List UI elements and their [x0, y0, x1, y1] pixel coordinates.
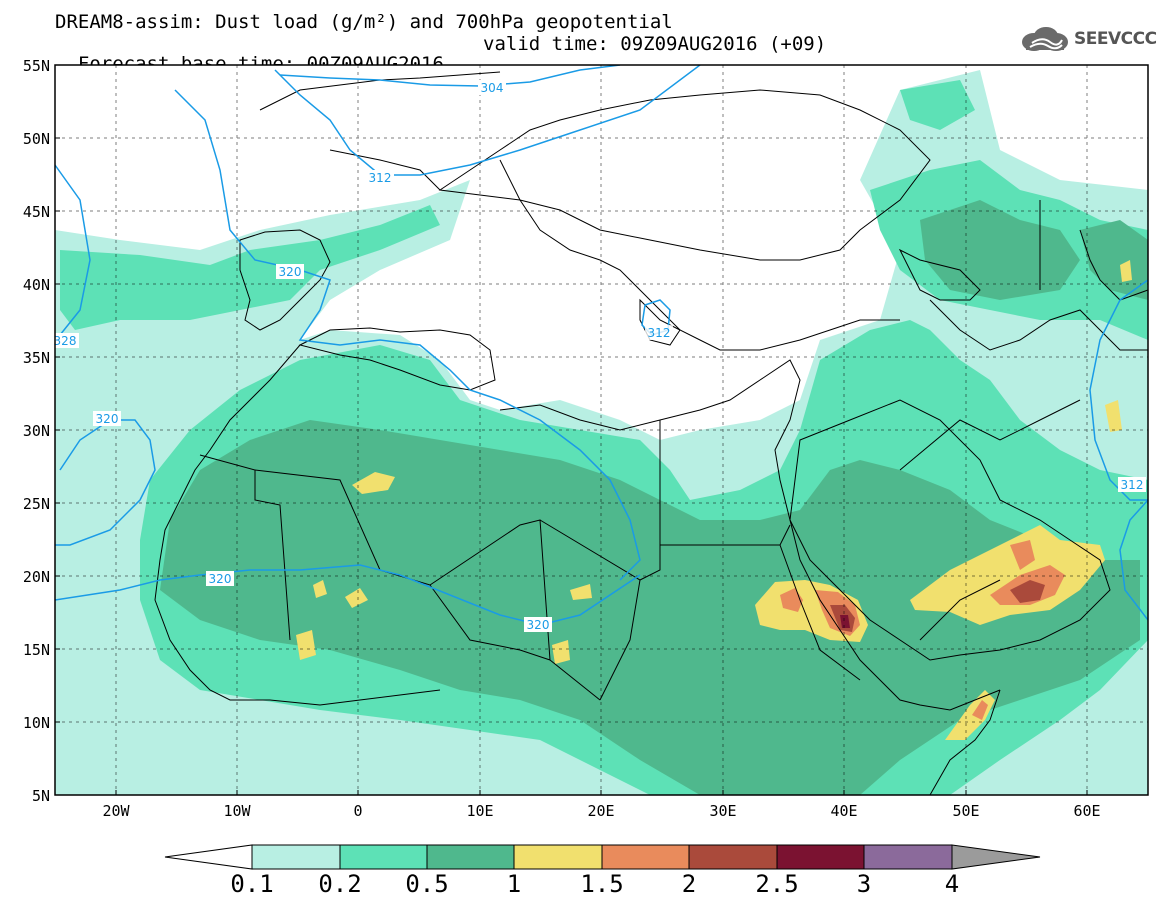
lon-label: 20E [587, 802, 615, 820]
map-title: DREAM8-assim: Dust load (g/m²) and 700hP… [55, 11, 673, 33]
colorbar-box-4 [513, 844, 603, 870]
lon-label: 10E [466, 802, 494, 820]
dust-area-light-2 [55, 350, 150, 560]
colorbar-box-6 [688, 844, 778, 870]
logo-text: SEEVCCC [1074, 29, 1157, 49]
colorbar-label: 1.5 [580, 870, 624, 898]
contour-label-312-b: 312 [648, 326, 671, 340]
dust-orange-3 [1010, 540, 1035, 570]
contour-label-320-b: 320 [96, 412, 119, 426]
contour-label-320-a: 320 [279, 265, 302, 279]
lon-label: 40E [830, 802, 858, 820]
contour-label-312-c: 312 [1121, 478, 1144, 492]
lat-label: 40N [22, 276, 50, 294]
lat-label: 30N [22, 422, 50, 440]
dust-shading [55, 65, 1148, 795]
lat-label: 50N [22, 130, 50, 148]
dust-orange-1 [780, 588, 803, 612]
lat-label: 5N [31, 787, 50, 805]
colorbar-label: 0.1 [230, 870, 274, 898]
dust-area-mid-1 [60, 205, 440, 330]
dust-yellow-5 [570, 584, 592, 600]
colorbar-label: 0.5 [405, 870, 449, 898]
colorbar-low-arrow [164, 844, 253, 870]
contour-label-328: 328 [54, 334, 77, 348]
dust-orange-5 [972, 700, 988, 720]
dust-area-dark-1 [160, 420, 1140, 795]
colorbar [164, 844, 1041, 870]
dust-yellow-8 [910, 525, 1105, 625]
lon-label: 60E [1073, 802, 1101, 820]
colorbar-box-2 [339, 844, 428, 870]
colorbar-label: 1 [506, 870, 522, 898]
lat-label: 15N [22, 641, 50, 659]
lat-label: 20N [22, 568, 50, 586]
lon-label: 50E [952, 802, 980, 820]
dust-yellow-6 [552, 640, 570, 664]
lat-label: 55N [22, 57, 50, 75]
lat-label: 35N [22, 349, 50, 367]
lat-label: 10N [22, 714, 50, 732]
colorbar-box-1 [251, 844, 341, 870]
contour-label-320-d: 320 [527, 618, 550, 632]
colorbar-label: 2.5 [755, 870, 799, 898]
lon-label: 10W [223, 802, 251, 820]
dust-yellow-2 [313, 580, 327, 598]
dust-yellow-10 [1105, 400, 1122, 432]
dust-yellow-3 [345, 588, 368, 608]
dust-red-2 [1010, 580, 1045, 603]
dust-yellow-1 [352, 472, 395, 494]
contour-labels: 304 312 320 320 328 320 320 312 312 [54, 80, 1146, 632]
cloud-icon [1022, 27, 1068, 51]
colorbar-box-8 [863, 844, 953, 870]
contour-label-320-c: 320 [209, 572, 232, 586]
colorbar-label: 3 [856, 870, 872, 898]
lon-label: 20W [102, 802, 130, 820]
dust-yellow-4 [296, 630, 316, 660]
seevccc-logo: SEEVCCC [1018, 26, 1157, 52]
lon-label: 30E [709, 802, 737, 820]
contour-label-304: 304 [481, 81, 504, 95]
colorbar-box-3 [426, 844, 515, 870]
lon-label: 0 [353, 802, 363, 820]
colorbar-box-7 [776, 844, 865, 870]
valid-time: valid time: 09Z09AUG2016 (+09) [483, 33, 827, 55]
dust-yellow-11 [1120, 260, 1132, 282]
contour-label-312-a: 312 [369, 171, 392, 185]
colorbar-label: 0.2 [318, 870, 362, 898]
dust-maroon-1 [840, 615, 850, 628]
tick-marks [55, 137, 1088, 795]
dust-area-mid-4 [900, 80, 975, 130]
colorbar-label: 4 [944, 870, 960, 898]
lat-label: 45N [22, 203, 50, 221]
colorbar-label: 2 [681, 870, 697, 898]
colorbar-box-5 [601, 844, 690, 870]
lat-label: 25N [22, 495, 50, 513]
colorbar-high-arrow [951, 844, 1041, 870]
